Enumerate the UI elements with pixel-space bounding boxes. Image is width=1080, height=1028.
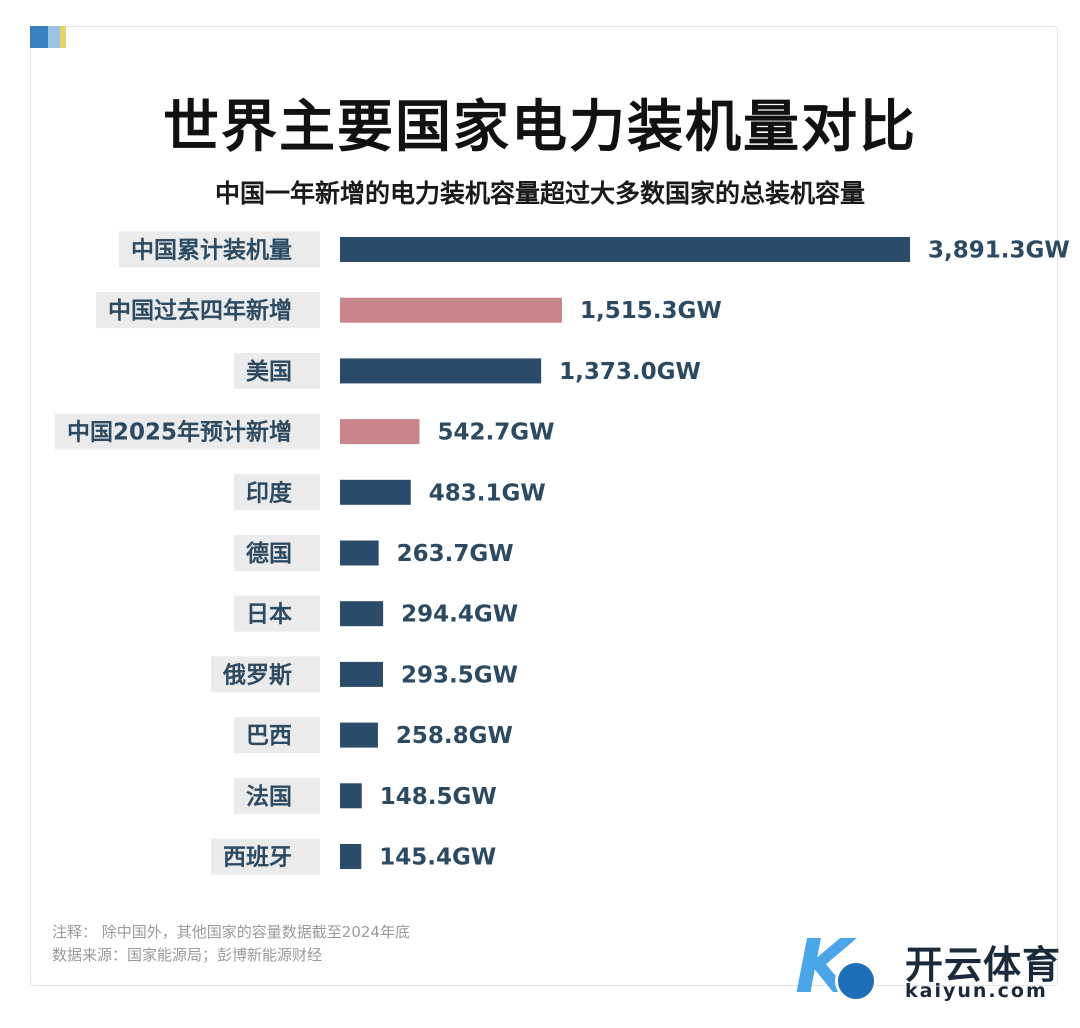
bar xyxy=(340,661,383,687)
bar xyxy=(340,297,562,323)
category-label-bg xyxy=(96,292,320,329)
category-label: 中国过去四年新增 xyxy=(108,297,292,324)
corner-accent xyxy=(30,26,66,48)
value-label: 293.5GW xyxy=(401,662,518,688)
chart-card xyxy=(30,26,1058,986)
category-label-bg xyxy=(234,474,320,511)
value-label: 1,515.3GW xyxy=(580,298,722,324)
category-label: 美国 xyxy=(246,358,292,385)
bar xyxy=(340,783,362,809)
note-text: 注释： 除中国外，其他国家的容量数据截至2024年底 xyxy=(52,923,410,941)
category-label-bg xyxy=(54,413,320,450)
value-label: 3,891.3GW xyxy=(928,238,1070,264)
category-label-bg xyxy=(234,777,320,814)
category-label: 中国累计装机量 xyxy=(131,238,292,264)
watermark-logo: K 开云体育 kaiyun.com xyxy=(795,930,1065,1008)
value-label: 1,373.0GW xyxy=(559,359,701,385)
category-label: 中国2025年预计新增 xyxy=(67,419,292,446)
value-label: 145.4GW xyxy=(379,845,496,871)
category-label: 日本 xyxy=(246,602,292,628)
category-label-bg xyxy=(234,535,320,571)
category-label-bg xyxy=(119,231,320,268)
category-label: 印度 xyxy=(246,479,293,506)
value-label: 483.1GW xyxy=(429,480,546,506)
source-text: 数据来源：国家能源局；彭博新能源财经 xyxy=(52,946,323,964)
watermark-url: kaiyun.com xyxy=(905,980,1048,1002)
value-label: 294.4GW xyxy=(401,602,518,628)
bar xyxy=(340,722,378,748)
category-label: 俄罗斯 xyxy=(222,661,292,688)
category-label-bg xyxy=(234,352,320,389)
chart-subtitle: 中国一年新增的电力装机容量超过大多数国家的总装机容量 xyxy=(214,179,865,208)
category-label-bg xyxy=(234,595,320,632)
bar xyxy=(340,844,362,869)
category-label: 德国 xyxy=(246,540,292,567)
category-label-bg xyxy=(211,838,320,875)
bar xyxy=(340,419,420,445)
category-label: 西班牙 xyxy=(223,845,292,871)
watermark-brand: 开云体育 xyxy=(905,943,1062,987)
value-label: 258.8GW xyxy=(396,723,513,749)
bar xyxy=(340,479,411,505)
category-label-bg xyxy=(211,656,320,693)
bar xyxy=(340,540,379,566)
value-label: 542.7GW xyxy=(437,420,554,446)
category-label: 巴西 xyxy=(246,723,292,749)
bar xyxy=(340,601,384,627)
ball-icon xyxy=(835,960,877,1002)
value-label: 148.5GW xyxy=(380,784,497,810)
bar xyxy=(340,237,910,262)
category-label: 法国 xyxy=(246,784,292,810)
chart-title: 世界主要国家电力装机量对比 xyxy=(163,95,917,160)
bar xyxy=(340,358,542,384)
category-label-bg xyxy=(234,717,320,754)
value-label: 263.7GW xyxy=(397,541,514,567)
